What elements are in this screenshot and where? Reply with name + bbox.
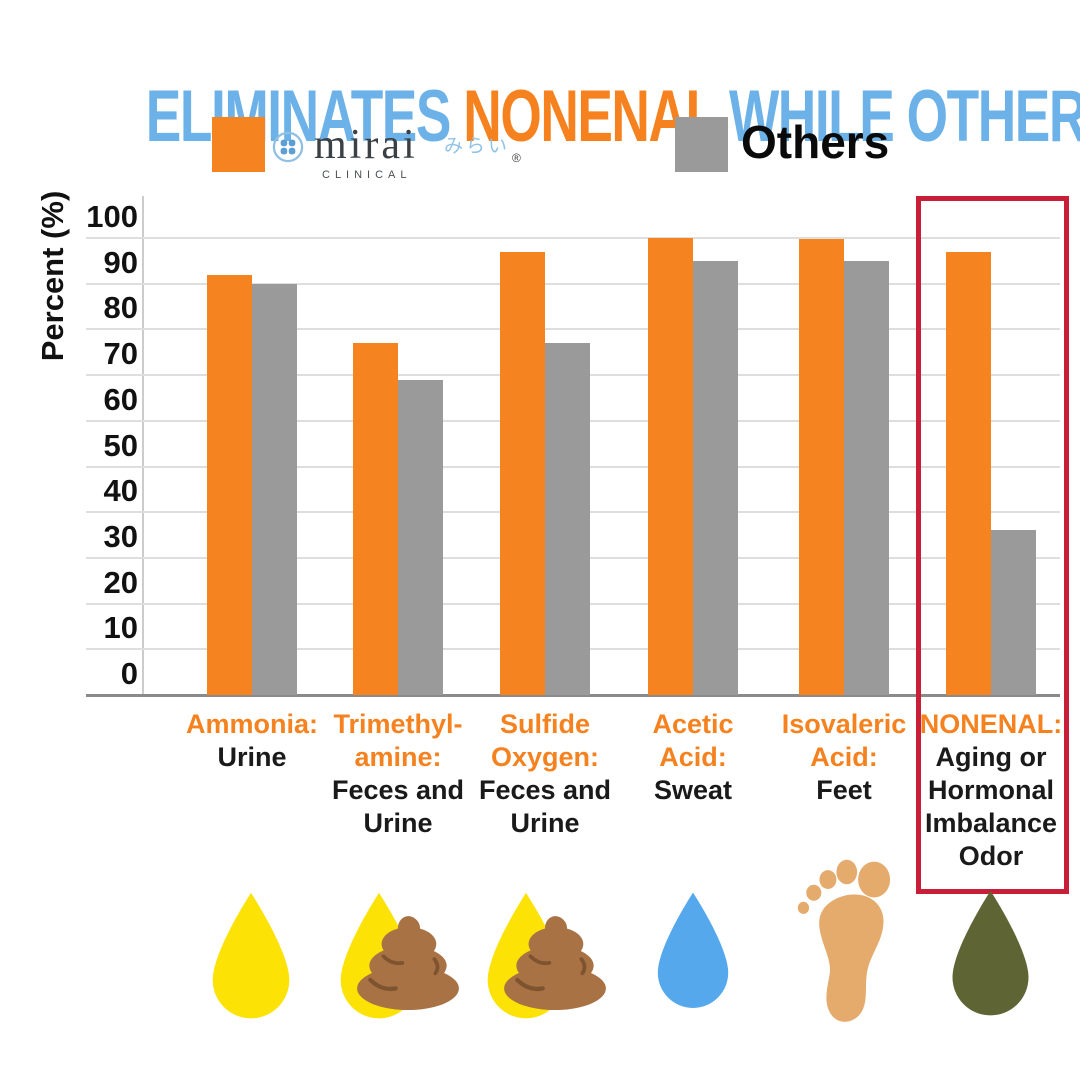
nonenal-highlight-box <box>916 196 1069 894</box>
y-tick-90: 90 <box>103 245 138 280</box>
mirai-clinical-logo: mirai みらい ® CLINICAL <box>272 122 521 183</box>
category-name-line: Acid: <box>659 742 727 772</box>
logo-brand-japanese: みらい <box>444 136 511 157</box>
urine-drop-icon <box>177 852 327 1037</box>
gridline-80 <box>86 328 1060 330</box>
category-label-5: NONENAL: Aging or Hormonal Imbalance Odor <box>909 708 1073 873</box>
category-name-line: Acid: <box>810 742 878 772</box>
legend: mirai みらい ® CLINICAL Others <box>0 113 1080 183</box>
category-name-line: Isovaleric <box>781 709 907 739</box>
bar-others-4 <box>844 261 889 695</box>
bar-others-3 <box>693 261 738 695</box>
x-axis-line <box>86 694 1060 697</box>
category-sub-line: Urine <box>217 742 287 772</box>
bar-others-5 <box>991 530 1036 695</box>
y-tick-100: 100 <box>86 199 138 234</box>
y-tick-10: 10 <box>103 610 138 645</box>
category-name-line: amine: <box>354 742 442 772</box>
y-tick-40: 40 <box>103 473 138 508</box>
category-sub-line: Feces and <box>478 775 612 805</box>
mirai-legend-swatch <box>212 117 265 172</box>
y-tick-50: 50 <box>103 428 138 463</box>
category-sub-line: Odor <box>958 841 1024 871</box>
title-segment-nonenal: NONENAL <box>463 75 717 157</box>
page-title: ELIMINATES NONENAL WHILE OTHERS DON’T <box>145 75 1080 158</box>
title-segment-eliminates: ELIMINATES <box>145 75 464 157</box>
category-sub-line: Urine <box>363 808 433 838</box>
urine-feces-icon <box>323 852 473 1037</box>
category-sub-line: Feet <box>816 775 872 805</box>
gridline-100 <box>86 237 1060 239</box>
category-sub-line: Sweat <box>653 775 733 805</box>
logo-brand-subtitle: CLINICAL <box>322 169 412 181</box>
category-name-line: Oxygen: <box>490 742 600 772</box>
nonenal-drop-icon <box>916 852 1066 1037</box>
others-legend-label: Others <box>741 116 890 168</box>
footprint-icon <box>769 852 919 1037</box>
y-axis-line <box>142 196 144 695</box>
bar-others-2 <box>545 343 590 695</box>
category-label-4: Isovaleric Acid: Feet <box>762 708 926 807</box>
category-sub-line: Imbalance <box>924 808 1058 838</box>
y-tick-80: 80 <box>103 290 138 325</box>
bar-others-0 <box>252 284 297 695</box>
bar-mirai-5 <box>946 252 991 695</box>
y-tick-60: 60 <box>103 382 138 417</box>
sweat-drop-icon <box>618 852 768 1037</box>
bar-mirai-2 <box>500 252 545 695</box>
category-label-3: Acetic Acid: Sweat <box>611 708 775 807</box>
y-tick-20: 20 <box>103 565 138 600</box>
y-tick-70: 70 <box>103 336 138 371</box>
bar-mirai-0 <box>207 275 252 695</box>
urine-feces-icon <box>470 852 620 1037</box>
bar-mirai-4 <box>799 239 844 695</box>
category-label-0: Ammonia: Urine <box>170 708 334 774</box>
logo-brand-name: mirai <box>314 122 418 168</box>
category-name-line: NONENAL: <box>919 709 1063 739</box>
category-name-line: Sulfide <box>499 709 590 739</box>
category-sub-line: Aging or <box>935 742 1047 772</box>
category-name-line: Acetic <box>652 709 734 739</box>
registered-mark-icon: ® <box>512 151 521 165</box>
others-legend-swatch <box>675 117 728 172</box>
bar-others-1 <box>398 380 443 695</box>
category-sub-line: Hormonal <box>927 775 1054 805</box>
y-tick-0: 0 <box>120 656 138 691</box>
category-label-1: Trimethyl-amine: Feces and Urine <box>316 708 480 840</box>
category-name-line: Ammonia: <box>185 709 318 739</box>
mirai-flower-icon <box>272 131 304 168</box>
y-tick-30: 30 <box>103 519 138 554</box>
bar-mirai-3 <box>648 238 693 695</box>
category-sub-line: Feces and <box>331 775 465 805</box>
gridline-90 <box>86 283 1060 285</box>
bar-mirai-1 <box>353 343 398 695</box>
category-sub-line: Urine <box>510 808 580 838</box>
category-name-line: Trimethyl- <box>333 709 463 739</box>
title-segment-while-others-dont: WHILE OTHERS DON’T <box>728 75 1080 157</box>
category-label-2: Sulfide Oxygen: Feces and Urine <box>463 708 627 840</box>
